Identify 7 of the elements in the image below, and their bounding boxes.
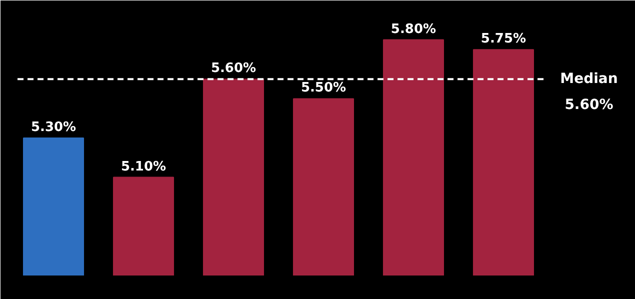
data-label: 5.80% (390, 22, 436, 37)
ref-line-label: Median 5.60% (560, 71, 618, 114)
data-label: 5.75% (480, 32, 526, 47)
data-label: 5.10% (120, 159, 166, 174)
data-label: 5.30% (30, 120, 76, 135)
data-label: 5.50% (300, 80, 346, 96)
data-label: 5.60% (210, 61, 256, 76)
